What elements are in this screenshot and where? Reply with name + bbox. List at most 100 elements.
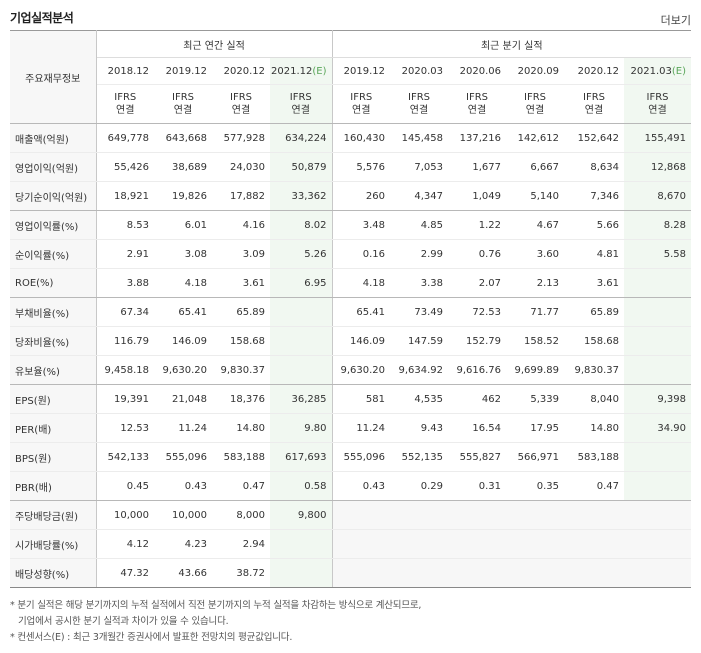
table-cell: 72.53 [448, 297, 506, 327]
table-cell [270, 297, 333, 327]
table-cell: 17,882 [212, 181, 270, 211]
table-cell: 9,830.37 [564, 355, 624, 385]
ifrs-text: IFRS [646, 92, 669, 103]
table-cell: 1,677 [448, 152, 506, 182]
table-cell [624, 268, 691, 298]
period-label: 2020.12 [223, 65, 265, 77]
table-row: 당좌비율(%) 116.79 146.09 158.68 146.09 147.59 152… [10, 326, 691, 356]
table-cell [270, 558, 333, 588]
table-cell [624, 442, 691, 472]
empty-cell [564, 500, 624, 530]
table-cell: 2.07 [448, 268, 506, 298]
table-cell: 5.26 [270, 239, 333, 269]
table-cell: 33,362 [270, 181, 333, 211]
period-header: 2021.12(E) [270, 57, 333, 85]
table-cell: 4.67 [506, 210, 564, 240]
empty-cell [390, 558, 448, 588]
table-cell: 649,778 [96, 123, 154, 153]
table-cell: 43.66 [154, 558, 212, 588]
ifrs-text: IFRS [172, 92, 194, 103]
ifrs-consolidated-label: IFRS 연결 [96, 84, 154, 124]
row-label: 주당배당금(원) [10, 500, 97, 530]
table-cell: 145,458 [390, 123, 448, 153]
table-cell: 14.80 [564, 413, 624, 443]
period-header: 2020.06 [448, 57, 506, 85]
consolidated-text: 연결 [467, 105, 487, 116]
empty-cell [564, 558, 624, 588]
table-cell: 9,699.89 [506, 355, 564, 385]
row-label: 영업이익(억원) [10, 152, 97, 182]
period-label: 2020.06 [459, 65, 501, 77]
table-cell: 0.16 [332, 239, 390, 269]
empty-cell [564, 529, 624, 559]
period-header: 2020.12 [212, 57, 270, 85]
ifrs-text: IFRS [289, 92, 312, 103]
table-cell: 5.66 [564, 210, 624, 240]
table-row: 부채비율(%) 67.34 65.41 65.89 65.41 73.49 72.53 71.… [10, 297, 691, 327]
table-cell: 18,376 [212, 384, 270, 414]
row-label: 당좌비율(%) [10, 326, 97, 356]
table-cell: 4,347 [390, 181, 448, 211]
consolidated-text: 연결 [584, 105, 604, 116]
empty-cell [624, 500, 691, 530]
table-cell: 3.61 [212, 268, 270, 298]
table-cell: 2.91 [96, 239, 154, 269]
empty-cell [332, 500, 390, 530]
table-cell: 16.54 [448, 413, 506, 443]
empty-cell [506, 529, 564, 559]
ifrs-text: IFRS [524, 92, 546, 103]
table-cell: 7,346 [564, 181, 624, 211]
table-cell: 0.58 [270, 471, 333, 501]
table-row: 영업이익률(%) 8.53 6.01 4.16 8.02 3.48 4.85 1.22 4.67… [10, 210, 691, 240]
table-cell: 0.29 [390, 471, 448, 501]
table-cell: 47.32 [96, 558, 154, 588]
period-header: 2018.12 [96, 57, 154, 85]
ifrs-consolidated-label: IFRS 연결 [154, 84, 212, 124]
table-cell [270, 529, 333, 559]
table-cell: 4,535 [390, 384, 448, 414]
table-cell: 555,827 [448, 442, 506, 472]
table-row: PBR(배) 0.45 0.43 0.47 0.58 0.43 0.29 0.31 0.35 0.… [10, 471, 691, 501]
more-link[interactable]: 더보기 [660, 14, 691, 27]
table-cell: 34.90 [624, 413, 691, 443]
period-label: 2019.12 [343, 65, 385, 77]
table-cell: 142,612 [506, 123, 564, 153]
table-cell: 583,188 [212, 442, 270, 472]
table-cell: 19,826 [154, 181, 212, 211]
row-label: PBR(배) [10, 471, 97, 501]
table-cell [624, 297, 691, 327]
empty-cell [390, 529, 448, 559]
ifrs-text: IFRS [114, 92, 137, 103]
table-cell: 3.61 [564, 268, 624, 298]
table-cell: 65.41 [332, 297, 390, 327]
empty-cell [506, 500, 564, 530]
table-cell: 9,398 [624, 384, 691, 414]
ifrs-consolidated-label: IFRS 연결 [332, 84, 390, 124]
period-label: 2021.03 [630, 65, 672, 77]
table-cell: 6.95 [270, 268, 333, 298]
table-cell: 8,040 [564, 384, 624, 414]
table-cell: 158.68 [212, 326, 270, 356]
ifrs-text: IFRS [466, 92, 488, 103]
table-cell: 65.89 [564, 297, 624, 327]
period-label: 2020.12 [577, 65, 619, 77]
footnotes: * 분기 실적은 해당 분기까지의 누적 실적에서 직전 분기까지의 누적 실적… [10, 598, 691, 646]
table-cell: 634,224 [270, 123, 333, 153]
row-label: 유보율(%) [10, 355, 97, 385]
table-cell: 0.47 [212, 471, 270, 501]
ifrs-text: IFRS [408, 92, 430, 103]
table-cell: 19,391 [96, 384, 154, 414]
table-cell: 8.28 [624, 210, 691, 240]
table-cell: 11.24 [332, 413, 390, 443]
table-row: EPS(원) 19,391 21,048 18,376 36,285 581 4,535 46… [10, 384, 691, 414]
period-label: 2019.12 [165, 65, 207, 77]
table-cell: 3.88 [96, 268, 154, 298]
table-cell: 5,576 [332, 152, 390, 182]
footnote-2: 기업에서 공시한 분기 실적과 차이가 있을 수 있습니다. [18, 616, 229, 627]
table-cell: 6.01 [154, 210, 212, 240]
table-cell: 146.09 [154, 326, 212, 356]
consolidated-text: 연결 [648, 105, 667, 116]
period-header: 2020.09 [506, 57, 564, 85]
financial-summary-table: 주요재무정보 최근 연간 실적 최근 분기 실적 2018.12 2019.12 2… [10, 30, 691, 588]
table-cell: 38,689 [154, 152, 212, 182]
